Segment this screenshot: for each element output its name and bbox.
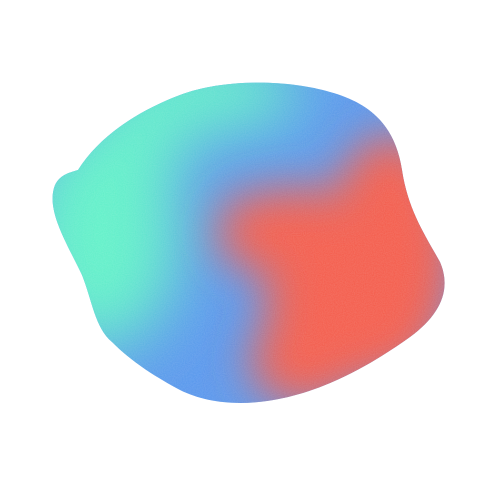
blob-fill: [52, 82, 445, 403]
canvas: [52, 82, 445, 403]
grain-texture: [52, 82, 445, 403]
gradient-blob-graphic: [52, 82, 445, 403]
